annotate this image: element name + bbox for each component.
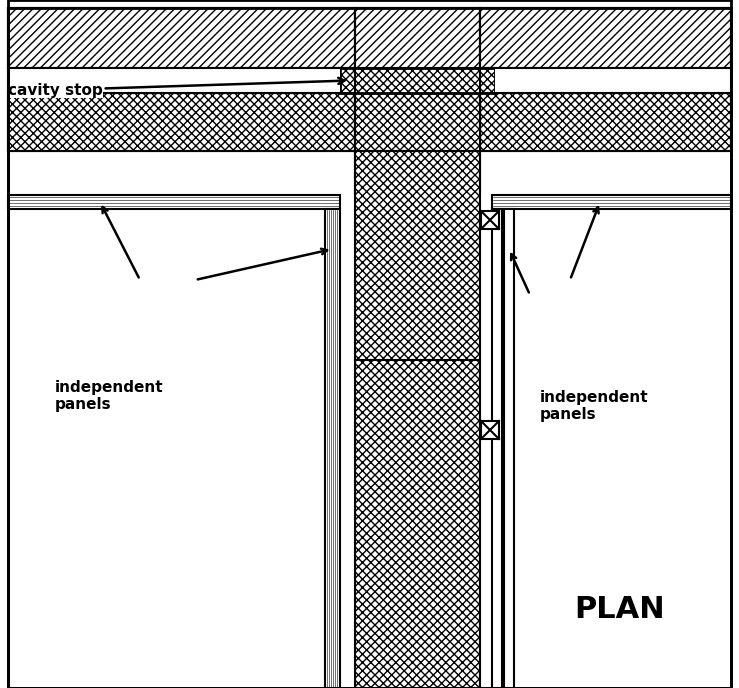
Bar (355, 8, 480, 68)
Bar (8, 8, 355, 68)
Text: independent
panels: independent panels (55, 380, 163, 412)
Text: independent
panels: independent panels (540, 390, 649, 422)
Bar (481, 421, 499, 439)
Bar (355, 93, 480, 151)
Bar (495, 68, 731, 93)
Text: PLAN: PLAN (575, 596, 665, 625)
Bar (480, 8, 731, 68)
Text: cavity stop: cavity stop (8, 78, 344, 98)
Bar (355, 151, 480, 688)
Bar (340, 68, 495, 93)
Bar (8, 195, 340, 209)
Bar (480, 93, 731, 151)
Bar (480, 195, 492, 688)
Bar (340, 195, 355, 688)
Bar (492, 195, 731, 209)
Bar (504, 209, 514, 688)
Bar (481, 211, 499, 229)
Bar (8, 68, 340, 93)
Bar (492, 209, 502, 688)
Bar (325, 209, 340, 688)
Bar (8, 93, 355, 151)
